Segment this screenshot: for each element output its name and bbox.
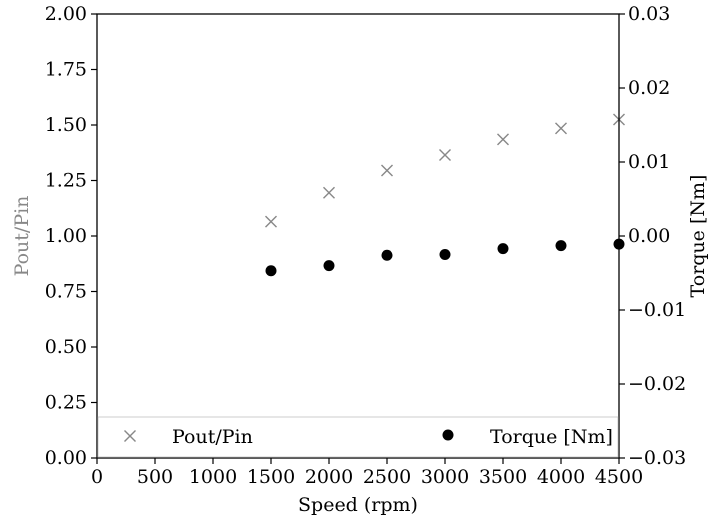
x-axis-label: Speed (rpm) bbox=[298, 494, 418, 516]
left-y-tick-label: 1.00 bbox=[45, 225, 87, 247]
pout-pin-point bbox=[323, 186, 335, 199]
pout-pin-point bbox=[381, 164, 393, 177]
right-y-tick-label: 0.01 bbox=[628, 151, 670, 173]
legend: Pout/Pin Torque [Nm] bbox=[97, 416, 619, 458]
x-tick-label: 4500 bbox=[595, 466, 643, 488]
left-y-tick-label: 0.00 bbox=[45, 447, 87, 469]
pout-pin-point bbox=[265, 215, 277, 228]
x-axis-ticks: 0 500 1000 1500 2000 2500 3000 3500 4000 4500 bbox=[91, 458, 643, 488]
legend-marker-circle bbox=[442, 429, 454, 441]
pout-pin-point bbox=[439, 148, 451, 161]
pout-pin-point bbox=[497, 133, 509, 146]
pout-pin-point-stroke-b bbox=[439, 148, 451, 161]
torque-point bbox=[497, 243, 509, 255]
legend-label-torque: Torque [Nm] bbox=[490, 426, 613, 448]
x-tick-label: 2500 bbox=[363, 466, 411, 488]
pout-pin-point-stroke-b bbox=[555, 122, 567, 135]
legend-circle-mark bbox=[442, 429, 454, 441]
left-y-tick-label: 1.25 bbox=[45, 170, 87, 192]
torque-point bbox=[439, 249, 451, 260]
x-tick-label: 0 bbox=[91, 466, 103, 488]
right-y-tick-label: −0.01 bbox=[628, 299, 686, 321]
left-y-axis-label: Pout/Pin bbox=[11, 196, 33, 277]
right-y-tick-label: −0.02 bbox=[628, 373, 686, 395]
left-y-tick-label: 0.75 bbox=[45, 281, 87, 303]
right-y-tick-label: 0.02 bbox=[628, 77, 670, 99]
right-y-tick-label: 0.03 bbox=[628, 3, 670, 25]
x-tick-label: 3000 bbox=[421, 466, 469, 488]
legend-x-mark-stroke-b bbox=[124, 430, 136, 442]
left-y-tick-label: 0.25 bbox=[45, 392, 87, 414]
x-tick-label: 1500 bbox=[247, 466, 295, 488]
legend-marker-x bbox=[124, 430, 136, 442]
x-tick-label: 500 bbox=[137, 466, 173, 488]
pout-pin-point-stroke-b bbox=[323, 186, 335, 199]
pout-pin-point bbox=[555, 122, 567, 135]
left-y-tick-label: 1.50 bbox=[45, 114, 87, 136]
legend-x-mark bbox=[124, 430, 136, 442]
torque-point bbox=[555, 240, 567, 252]
pout-pin-point-stroke-b bbox=[497, 133, 509, 146]
legend-label-pout-pin: Pout/Pin bbox=[172, 426, 253, 448]
right-y-axis-label: Torque [Nm] bbox=[687, 175, 709, 298]
right-y-tick-label: 0.00 bbox=[628, 225, 670, 247]
left-y-tick-label: 2.00 bbox=[45, 3, 87, 25]
left-y-tick-label: 0.50 bbox=[45, 336, 87, 358]
left-y-tick-label: 1.75 bbox=[45, 59, 87, 81]
plot-frame bbox=[96, 13, 620, 459]
torque-point bbox=[381, 249, 393, 261]
x-tick-label: 4000 bbox=[537, 466, 585, 488]
pout-pin-point-stroke-b bbox=[381, 164, 393, 177]
x-tick-label: 2000 bbox=[305, 466, 353, 488]
pout-pin-point-stroke-b bbox=[265, 215, 277, 228]
plot-marks bbox=[265, 113, 625, 277]
torque-point bbox=[323, 260, 335, 272]
x-tick-label: 1000 bbox=[189, 466, 237, 488]
torque-point bbox=[265, 265, 277, 277]
legend-box bbox=[97, 416, 619, 458]
x-tick-label: 3500 bbox=[479, 466, 527, 488]
right-y-tick-label: −0.03 bbox=[628, 447, 686, 469]
left-y-axis-ticks: 0.00 0.25 0.50 0.75 1.00 1.25 1.50 1.75 2.00 bbox=[45, 3, 97, 469]
right-y-axis-ticks: −0.03 −0.02 −0.01 0.00 0.01 0.02 0.03 bbox=[619, 3, 686, 469]
